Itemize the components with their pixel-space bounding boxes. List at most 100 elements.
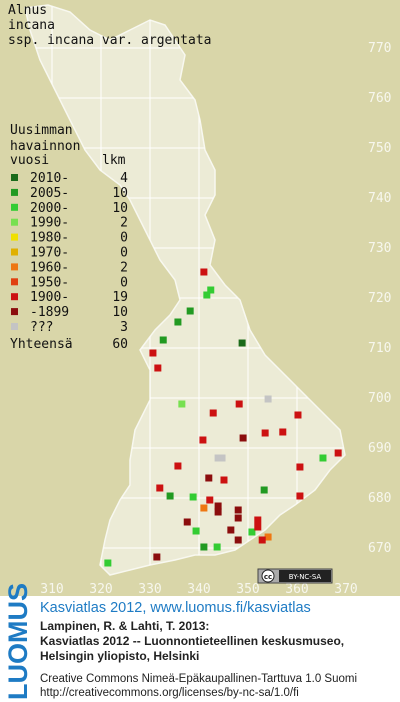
observation-square (234, 536, 242, 544)
observation-square (174, 462, 182, 470)
license-badge: cc BY-NC-SA (257, 568, 333, 584)
legend-swatch (11, 233, 18, 241)
observation-square (186, 307, 194, 315)
legend-swatch (11, 174, 18, 181)
x-grid-label: 340 (187, 582, 210, 597)
observation-square (200, 504, 208, 512)
observation-square (334, 449, 342, 457)
legend-count: 10 (112, 201, 128, 216)
observation-square (178, 400, 186, 408)
observation-square (159, 336, 167, 344)
title-variety: ssp. incana var. argentata (8, 33, 212, 48)
observation-square (209, 409, 217, 417)
observation-square (235, 400, 243, 408)
observation-square (218, 454, 226, 462)
license-url: http://creativecommons.org/licenses/by-n… (40, 687, 299, 699)
observation-square (200, 543, 208, 551)
observation-square (199, 436, 207, 444)
y-grid-label: 740 (368, 191, 391, 206)
y-grid-label: 770 (368, 41, 391, 56)
citation: Kasviatlas 2012 -- Luonnontieteellinen k… (40, 634, 344, 648)
legend-total: 60 (112, 337, 128, 352)
legend-swatch (11, 248, 18, 256)
observation-square (264, 533, 272, 541)
observation-square (254, 523, 262, 531)
legend-count: 19 (112, 290, 128, 305)
citation: Helsingin yliopisto, Helsinki (40, 649, 199, 663)
observation-square (234, 506, 242, 514)
observation-square (207, 286, 215, 294)
footer-link: Kasviatlas 2012, www.luomus.fi/kasviatla… (40, 600, 311, 616)
legend-label: 1950- (30, 275, 69, 290)
x-grid-label: 360 (285, 582, 308, 597)
legend-heading: vuosi (10, 153, 49, 168)
observation-square (149, 349, 157, 357)
observation-square (261, 429, 269, 437)
x-grid-label: 330 (138, 582, 161, 597)
observation-square (248, 528, 256, 536)
observation-square (104, 559, 112, 567)
legend-swatch (11, 308, 18, 316)
legend-count: 10 (112, 186, 128, 201)
x-grid-label: 310 (40, 582, 63, 597)
legend-label: 1900- (30, 290, 69, 305)
legend-count: 0 (120, 275, 128, 290)
y-grid-label: 670 (368, 541, 391, 556)
legend-label: 2005- (30, 186, 69, 201)
legend-label: 1990- (30, 216, 69, 231)
legend-count: 3 (120, 320, 128, 335)
observation-square (294, 411, 302, 419)
observation-square (213, 543, 221, 551)
observation-square (203, 291, 211, 299)
legend-total-label: Yhteensä (10, 337, 73, 352)
citation: Lampinen, R. & Lahti, T. 2013: (40, 619, 209, 633)
observation-square (174, 318, 182, 326)
observation-square (200, 268, 208, 276)
x-grid-label: 320 (89, 582, 112, 597)
title-species: incana (8, 18, 55, 33)
y-grid-label: 680 (368, 491, 391, 506)
badge-license: BY-NC-SA (289, 573, 322, 581)
observation-square (205, 474, 213, 482)
legend-label: -1899 (30, 305, 69, 320)
legend-swatch (11, 293, 18, 301)
y-grid-label: 730 (368, 241, 391, 256)
legend-count: 10 (112, 305, 128, 320)
legend-label: 2010- (30, 171, 69, 186)
legend-count-heading: lkm (102, 153, 126, 168)
x-grid-label: 350 (236, 582, 259, 597)
legend-count: 2 (120, 216, 128, 231)
legend-label: ??? (30, 320, 53, 335)
badge-dark (279, 570, 331, 582)
legend-count: 0 (120, 231, 128, 246)
y-grid-label: 710 (368, 341, 391, 356)
badge-circle (261, 569, 275, 583)
observation-square (214, 508, 222, 516)
legend-swatch (11, 278, 18, 286)
legend-swatch (11, 263, 18, 271)
legend-count: 2 (120, 260, 128, 275)
observation-square (234, 514, 242, 522)
y-grid-label: 720 (368, 291, 391, 306)
legend-heading: havainnon (10, 139, 80, 154)
observation-square (214, 502, 222, 510)
observation-square (156, 484, 164, 492)
legend-label: 1960- (30, 260, 69, 275)
observations (104, 268, 342, 567)
legend-label: 2000- (30, 201, 69, 216)
legend-label: 1980- (30, 231, 69, 246)
observation-square (258, 536, 266, 544)
observation-square (189, 493, 197, 501)
observation-square (192, 527, 200, 535)
observation-square (220, 476, 228, 484)
observation-square (260, 486, 268, 494)
observation-square (239, 434, 247, 442)
legend-count: 4 (120, 171, 128, 186)
observation-square (264, 395, 272, 403)
y-grid-label: 760 (368, 91, 391, 106)
legend-label: 1970- (30, 246, 69, 261)
observation-square (279, 428, 287, 436)
legend-count: 0 (120, 246, 128, 261)
